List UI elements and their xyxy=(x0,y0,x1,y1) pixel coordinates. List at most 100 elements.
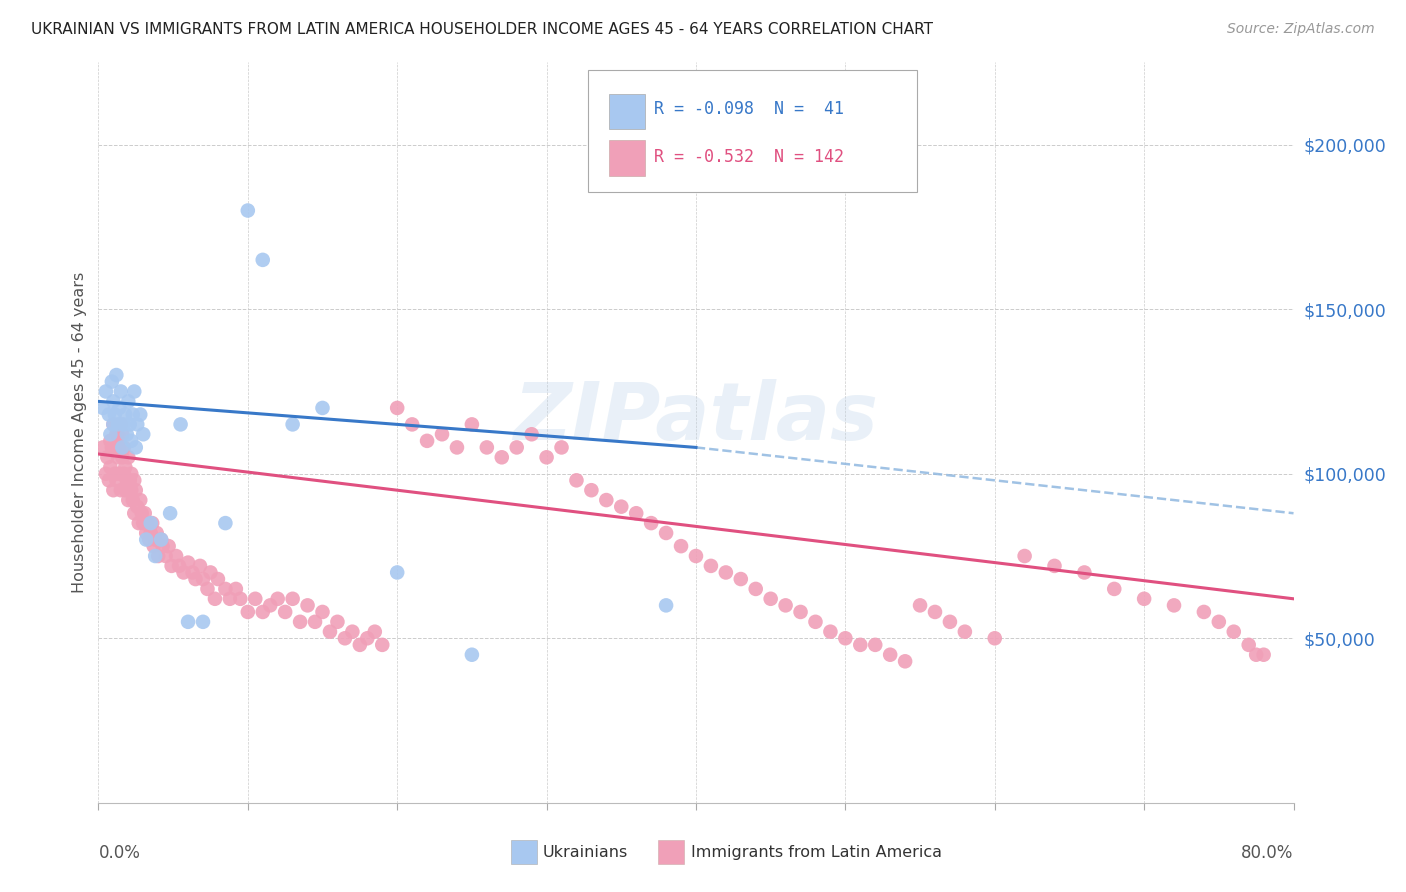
Point xyxy=(98,427,122,442)
Point xyxy=(108,441,131,455)
Point xyxy=(640,516,662,530)
Point xyxy=(155,549,177,563)
Point xyxy=(700,558,723,573)
Point xyxy=(125,441,148,455)
Point xyxy=(1014,549,1036,563)
Point xyxy=(157,539,180,553)
Point xyxy=(745,582,768,596)
Point xyxy=(127,500,149,514)
Point xyxy=(655,599,678,613)
Point xyxy=(385,401,409,415)
Point xyxy=(114,483,136,498)
Point xyxy=(416,434,439,448)
Point xyxy=(132,427,155,442)
Point xyxy=(908,599,931,613)
Point xyxy=(139,516,162,530)
Point xyxy=(91,401,114,415)
Point xyxy=(150,533,173,547)
Point xyxy=(326,615,349,629)
Point xyxy=(118,417,141,432)
Point xyxy=(188,558,211,573)
Point xyxy=(115,427,138,442)
Point xyxy=(356,632,378,646)
Point xyxy=(491,450,513,465)
Point xyxy=(1237,638,1260,652)
Point xyxy=(214,516,236,530)
Point xyxy=(110,384,132,399)
Point xyxy=(565,473,588,487)
FancyBboxPatch shape xyxy=(658,840,685,863)
Point xyxy=(108,467,131,481)
Point xyxy=(461,648,484,662)
Point xyxy=(148,549,170,563)
Point xyxy=(191,572,214,586)
Point xyxy=(430,427,453,442)
Point xyxy=(131,506,153,520)
Point xyxy=(1223,624,1246,639)
Point xyxy=(134,506,156,520)
Point xyxy=(1208,615,1230,629)
Point xyxy=(117,450,139,465)
Point xyxy=(311,401,333,415)
Point xyxy=(97,408,120,422)
Point xyxy=(1104,582,1126,596)
Point xyxy=(125,483,148,498)
Point xyxy=(245,591,267,606)
Point xyxy=(685,549,707,563)
Point xyxy=(1244,648,1267,662)
Point xyxy=(117,394,139,409)
Point xyxy=(124,473,146,487)
Point xyxy=(94,467,117,481)
Point xyxy=(135,526,157,541)
Point xyxy=(124,506,146,520)
Point xyxy=(714,566,737,580)
Text: Immigrants from Latin America: Immigrants from Latin America xyxy=(692,845,942,860)
Point xyxy=(349,638,371,652)
Point xyxy=(114,460,136,475)
Point xyxy=(107,417,129,432)
Point xyxy=(219,591,242,606)
Point xyxy=(129,493,152,508)
Point xyxy=(304,615,326,629)
Point xyxy=(110,417,132,432)
Point xyxy=(177,556,200,570)
Point xyxy=(120,467,142,481)
Point xyxy=(288,615,311,629)
Point xyxy=(117,493,139,508)
Point xyxy=(104,408,127,422)
Point xyxy=(401,417,423,432)
Point xyxy=(197,582,219,596)
Text: 80.0%: 80.0% xyxy=(1241,844,1294,862)
Point xyxy=(120,434,142,448)
Point xyxy=(820,624,842,639)
Point xyxy=(1192,605,1215,619)
Text: R = -0.532  N = 142: R = -0.532 N = 142 xyxy=(654,148,844,166)
Point xyxy=(655,526,678,541)
Point xyxy=(184,572,207,586)
Point xyxy=(127,417,149,432)
Point xyxy=(259,599,281,613)
Point xyxy=(103,417,125,432)
Point xyxy=(143,549,166,563)
Point xyxy=(207,572,229,586)
Point xyxy=(1253,648,1275,662)
Point xyxy=(112,417,135,432)
Point xyxy=(94,384,117,399)
Point xyxy=(112,467,135,481)
Point xyxy=(173,566,195,580)
Point xyxy=(107,427,129,442)
Point xyxy=(865,638,887,652)
Point xyxy=(1133,591,1156,606)
Point xyxy=(849,638,872,652)
Point xyxy=(167,558,190,573)
Point xyxy=(191,615,214,629)
Point xyxy=(775,599,797,613)
Point xyxy=(364,624,387,639)
Point xyxy=(319,624,342,639)
Point xyxy=(121,493,143,508)
Point xyxy=(297,599,319,613)
Point xyxy=(165,549,187,563)
Point xyxy=(581,483,603,498)
FancyBboxPatch shape xyxy=(609,140,644,176)
Point xyxy=(150,533,173,547)
